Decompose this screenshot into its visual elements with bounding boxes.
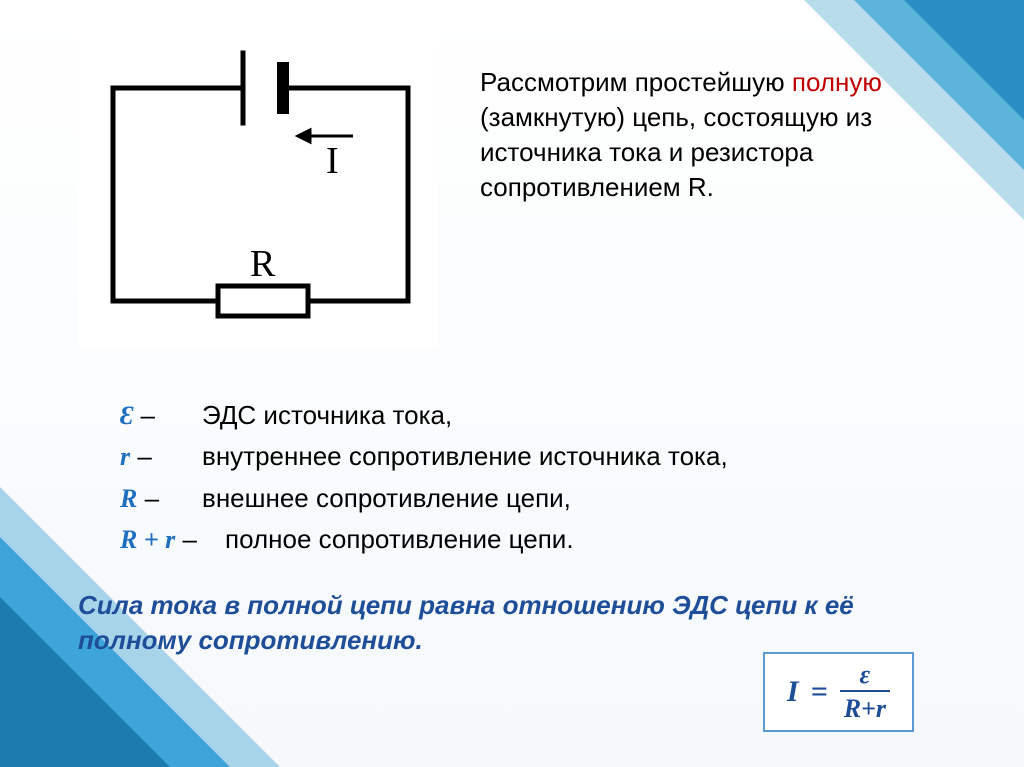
def-external-r: R – внешнее сопротивление цепи, <box>120 478 940 519</box>
resistor-label: R <box>250 243 276 285</box>
def-text: ЭДС источника тока, <box>202 395 452 436</box>
def-text: внутреннее сопротивление источника тока, <box>202 436 728 477</box>
intro-part-b: (замкнутую) цепь, состоящую из источника… <box>480 102 872 202</box>
circuit-diagram: I R <box>78 18 438 348</box>
intro-paragraph: Рассмотрим простейшую полную (замкнутую)… <box>480 65 970 205</box>
formula-eq: = <box>811 675 828 709</box>
formula-denominator: R+r <box>840 690 890 722</box>
current-label: I <box>326 140 339 182</box>
def-sym: R <box>120 484 137 513</box>
def-total-r: R + r – полное сопротивление цепи. <box>120 519 940 560</box>
formula-fraction: ε R+r <box>840 662 890 722</box>
def-emf: Ɛ – ЭДС источника тока, <box>120 395 940 436</box>
conclusion-text: Сила тока в полной цепи равна отношению … <box>78 588 948 658</box>
formula-box: I = ε R+r <box>763 652 914 732</box>
def-internal-r: r – внутреннее сопротивление источника т… <box>120 436 940 477</box>
def-sym: Ɛ <box>120 401 133 430</box>
def-sym: R + r <box>120 525 175 554</box>
intro-part-a: Рассмотрим простейшую <box>480 67 792 97</box>
slide: I R Рассмотрим простейшую полную (замкну… <box>0 0 1024 767</box>
definitions-list: Ɛ – ЭДС источника тока, r – внутреннее с… <box>120 395 940 560</box>
formula-numerator: ε <box>856 662 875 690</box>
def-sym: r <box>120 442 130 471</box>
intro-highlight: полную <box>792 67 882 97</box>
formula-lhs: I <box>787 675 799 709</box>
def-text: внешнее сопротивление цепи, <box>202 478 571 519</box>
def-text: полное сопротивление цепи. <box>225 519 574 560</box>
